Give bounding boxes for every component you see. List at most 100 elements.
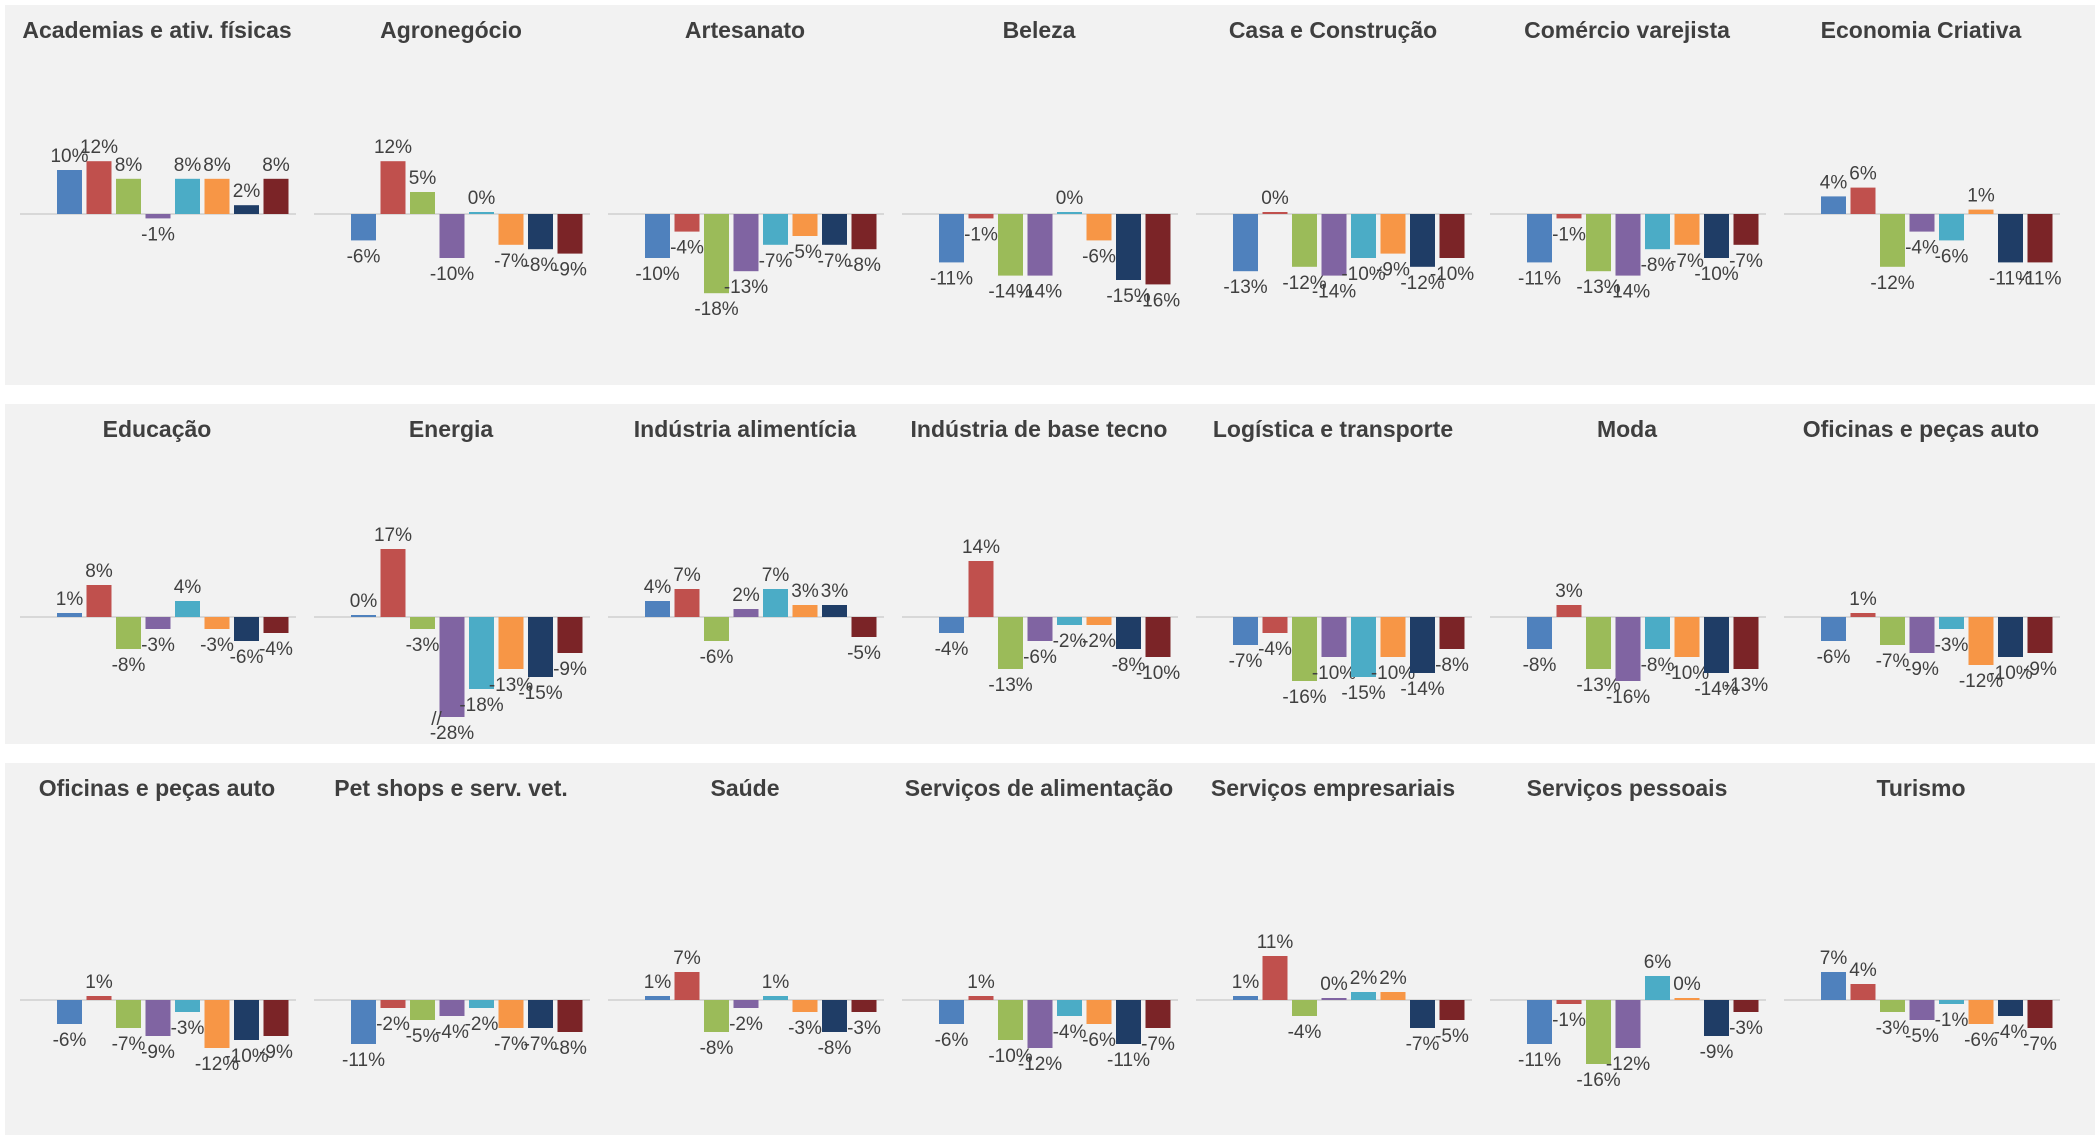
data-label: 11% xyxy=(1257,932,1294,953)
data-label: -10% xyxy=(430,264,474,285)
bar xyxy=(1351,214,1376,258)
chart-title: Serviços pessoais xyxy=(1527,775,1728,801)
bar xyxy=(1968,1000,1994,1024)
data-label: -12% xyxy=(1400,273,1444,294)
data-label: -1% xyxy=(1552,1010,1586,1031)
bar xyxy=(1586,617,1611,669)
data-label: -28% xyxy=(430,723,474,744)
data-label: -11% xyxy=(1107,1050,1150,1071)
data-label: -4% xyxy=(435,1022,469,1043)
data-label: 1% xyxy=(644,972,672,993)
data-label: -3% xyxy=(847,1018,881,1039)
bar xyxy=(763,214,788,245)
data-label: 4% xyxy=(1820,172,1848,193)
data-label: -9% xyxy=(1700,1042,1734,1063)
data-label: -13% xyxy=(489,675,533,696)
data-label: -15% xyxy=(1341,683,1385,704)
bar xyxy=(2027,617,2053,653)
data-label: -12% xyxy=(1018,1054,1062,1075)
data-label: -8% xyxy=(1435,655,1469,676)
data-label: -10% xyxy=(988,1046,1032,1067)
bar xyxy=(469,617,494,689)
data-label: -10% xyxy=(1665,663,1709,684)
chart-title: Educação xyxy=(103,416,212,442)
data-label: -2% xyxy=(1082,631,1116,652)
bar xyxy=(1704,214,1729,258)
bar xyxy=(57,170,82,214)
data-label: -14% xyxy=(1694,679,1738,700)
bar xyxy=(1850,187,1876,214)
bar xyxy=(410,1000,435,1020)
bar xyxy=(1704,1000,1729,1036)
data-label: 3% xyxy=(791,581,819,602)
bar xyxy=(1615,617,1641,681)
data-label: -1% xyxy=(964,224,998,245)
bar xyxy=(410,617,435,629)
bar xyxy=(410,192,435,214)
bar xyxy=(2027,214,2053,263)
bar xyxy=(1645,976,1670,1000)
bar xyxy=(1262,956,1288,1000)
data-label: -4% xyxy=(935,639,969,660)
bar xyxy=(116,617,141,649)
data-label: -7% xyxy=(759,251,793,272)
bar xyxy=(57,613,82,617)
data-label: -2% xyxy=(465,1014,499,1035)
data-label: -9% xyxy=(2023,659,2057,680)
data-label: 0% xyxy=(1320,974,1348,995)
bar xyxy=(1233,617,1258,645)
data-label: 3% xyxy=(821,581,849,602)
bar xyxy=(792,605,818,617)
data-label: 7% xyxy=(673,565,701,586)
bar xyxy=(380,549,406,617)
bar xyxy=(1880,617,1905,645)
data-label: 1% xyxy=(56,589,84,610)
data-label: -9% xyxy=(1905,659,1939,680)
bar xyxy=(733,1000,759,1008)
data-label: -9% xyxy=(553,659,587,680)
bar xyxy=(1556,214,1582,219)
data-label: 4% xyxy=(644,577,672,598)
data-label: -1% xyxy=(1935,1010,1969,1031)
bar xyxy=(263,617,289,633)
bar xyxy=(1233,996,1258,1000)
chart-title: Oficinas e peças auto xyxy=(39,775,275,801)
chart-panel: Pet shops e serv. vet.-11%-2%-5%-4%-2%-7… xyxy=(314,775,590,1071)
chart-panel: Oficinas e peças auto-6%1%-7%-9%-3%-12%-… xyxy=(1784,416,2060,692)
bar xyxy=(1733,1000,1759,1012)
bar xyxy=(1586,214,1611,272)
data-label: -11% xyxy=(1518,1050,1561,1071)
bar xyxy=(1850,613,1876,617)
chart-title: Beleza xyxy=(1003,17,1076,43)
data-label: -18% xyxy=(694,299,738,320)
data-label: -7% xyxy=(1876,651,1910,672)
bar xyxy=(1145,617,1171,657)
data-label: -7% xyxy=(1141,1034,1175,1055)
data-label: -11% xyxy=(342,1050,385,1071)
data-label: -16% xyxy=(1576,1070,1620,1091)
bar xyxy=(1380,617,1406,657)
chart-panel: Serviços pessoais -11% -1% -16%-12% 6%0% -9% -… xyxy=(1490,775,1766,1091)
data-label: -10% xyxy=(1136,663,1180,684)
chart-panel: Economia Criativa 4% 6% -12% -4%-6% 1% -11%-11… xyxy=(1784,17,2062,294)
data-label: -10% xyxy=(1988,663,2032,684)
data-label: 6% xyxy=(1644,952,1672,973)
data-label: -8% xyxy=(1112,655,1146,676)
data-label: -3% xyxy=(200,635,234,656)
bar xyxy=(1880,1000,1905,1012)
bar xyxy=(351,615,376,617)
data-label: -13% xyxy=(1223,277,1267,298)
bar xyxy=(822,605,847,617)
bar xyxy=(1292,214,1317,267)
data-label: 4% xyxy=(174,577,202,598)
data-label: -8% xyxy=(847,255,881,276)
data-label: -7% xyxy=(1729,251,1763,272)
bar xyxy=(234,1000,259,1040)
data-label: -10% xyxy=(224,1046,268,1067)
chart-title: Economia Criativa xyxy=(1821,17,2022,43)
bar xyxy=(1821,196,1846,214)
bar xyxy=(1909,214,1935,232)
bar xyxy=(1116,214,1141,280)
data-label: -5% xyxy=(1435,1026,1469,1047)
